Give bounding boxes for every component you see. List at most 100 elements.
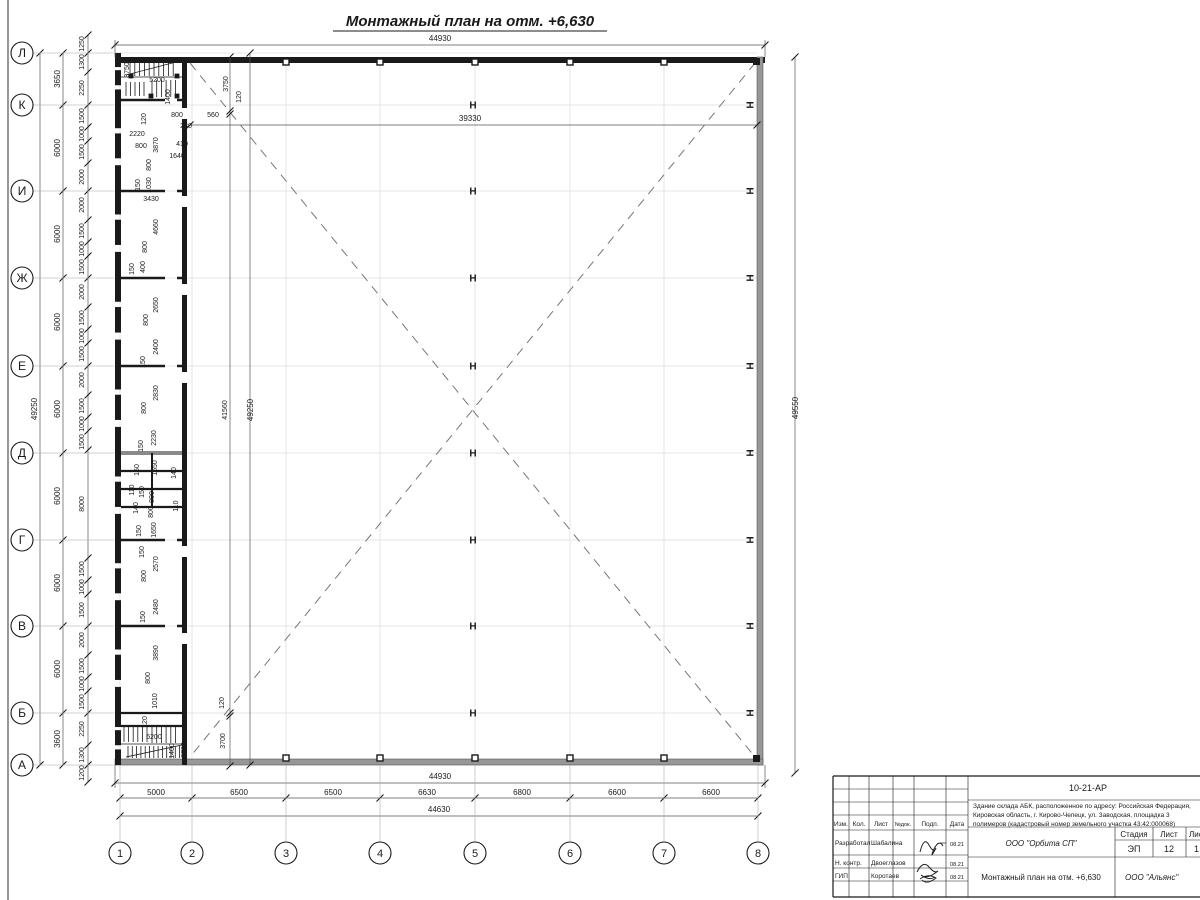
wall-column-square: [660, 754, 668, 762]
left-secondary-dim: 1500: [79, 694, 86, 710]
left-secondary-dim: 1000: [79, 241, 86, 257]
wall-panel: [115, 165, 121, 191]
project-description-line3: полимеров (кадастровый номер земельного …: [973, 820, 1175, 828]
dimension-lines: [39, 35, 796, 817]
sheet-title: Монтажный план на отм. +6,630: [981, 873, 1101, 882]
wall-panel: [115, 307, 121, 333]
wall-column-square: [471, 754, 479, 762]
doc-number: 10-21-АР: [1069, 783, 1107, 793]
stairwells: [121, 60, 183, 758]
wall-column-square: [566, 754, 574, 762]
interior-dim: 400: [140, 261, 147, 273]
wall-panel: [115, 686, 121, 713]
grid-row-label: Д: [18, 446, 26, 460]
interior-dim: 3750: [124, 62, 131, 78]
wall-panel: [115, 89, 121, 105]
stair-break-line: [125, 744, 183, 758]
wall-column-square: [376, 58, 384, 66]
interior-dim: 800: [142, 241, 149, 253]
dim-tick: [84, 778, 92, 786]
org-name: ООО "Орбита СП": [1005, 839, 1077, 848]
interior-dim: 800: [149, 491, 156, 503]
right-wall: [756, 56, 764, 766]
dim-tick: [84, 123, 92, 131]
sheet-header: Лист: [1160, 830, 1178, 839]
left-secondary-dim: 1300: [79, 747, 86, 763]
wall-panel: [115, 105, 121, 129]
wall-panel: [115, 568, 121, 594]
interior-dim: 1010: [152, 693, 159, 709]
wall-panel: [115, 749, 121, 765]
stair-column: [174, 73, 180, 79]
wall-panel: [115, 339, 121, 366]
left-secondary-dim: 1500: [79, 346, 86, 362]
interior-dim: 3890: [153, 645, 160, 661]
bottom-chain-dim: 6800: [513, 788, 531, 797]
grid-bubble-col: [274, 841, 298, 865]
header-data: Дата: [950, 821, 965, 828]
door-opening: [181, 633, 188, 644]
left-major-dim: 6000: [53, 139, 62, 157]
dim-tick: [84, 238, 92, 246]
interior-dim: 800: [141, 402, 148, 414]
left-major-dim: 6000: [53, 487, 62, 505]
hall-chain-dim: 120: [219, 697, 226, 709]
column-mark-interior: H: [469, 187, 476, 198]
dim-tick: [84, 590, 92, 598]
brace-line-2: [189, 62, 756, 758]
dim-tick: [84, 413, 92, 421]
wall-panel: [115, 251, 121, 278]
left-secondary-dim: 2250: [79, 80, 86, 96]
wall-panel: [115, 219, 121, 245]
grid-col-label: 6: [567, 848, 573, 860]
stair-break-line: [125, 60, 181, 76]
dim-tick: [226, 712, 234, 720]
interior-dim: 150: [134, 464, 141, 476]
dim-tick: [84, 427, 92, 435]
left-secondary-dim: 1500: [79, 144, 86, 160]
header-kol: Кол.: [853, 821, 866, 828]
door-opening: [181, 546, 188, 557]
left-secondary-dim: 1000: [79, 579, 86, 595]
left-secondary-dim: 1500: [79, 259, 86, 275]
interior-dim: 150: [129, 263, 136, 275]
left-secondary-dim: 1500: [79, 434, 86, 450]
grid-row-label: Б: [18, 706, 26, 720]
left-major-dim: 6000: [53, 660, 62, 678]
left-secondary-dim: 1500: [79, 108, 86, 124]
bottom-overall-dim: 44930: [429, 772, 452, 781]
corner-column-square: [753, 58, 760, 65]
interior-dim: 150: [135, 179, 142, 191]
left-secondary-dim: 2000: [79, 169, 86, 185]
wall-panel: [115, 654, 121, 680]
interior-dim: 1640: [169, 153, 185, 160]
wall-panel: [115, 453, 121, 477]
dim-tick: [84, 741, 92, 749]
interior-dim: 800: [135, 143, 147, 150]
interior-dim: 5200: [149, 77, 165, 84]
left-secondary-dim: 1000: [79, 676, 86, 692]
dim-tick: [246, 49, 254, 57]
dim-tick: [84, 673, 92, 681]
dim-tick: [84, 325, 92, 333]
interior-dim: 150: [139, 486, 146, 498]
sign-name-3: Коротаев: [871, 873, 900, 880]
interior-dim: 2230: [151, 430, 158, 446]
signature-rows: Разработал Шабалина 08.21 Н. контр. Двое…: [835, 839, 964, 883]
sign-role-1: Разработал: [835, 839, 871, 847]
project-description-line1: Здание склада АБК, расположенное по адре…: [973, 802, 1191, 810]
grid-bubble-col: [558, 841, 582, 865]
title-block-frame: [832, 775, 1200, 898]
dim-tick: [226, 53, 234, 61]
dim-tick: [246, 761, 254, 769]
dimension-ticks: [36, 31, 799, 820]
wall-panel: [115, 278, 121, 302]
interior-dim: 800: [141, 570, 148, 582]
dim-tick: [753, 121, 761, 129]
door-opening: [181, 284, 188, 295]
dim-tick: [791, 53, 799, 61]
grid-row-label: В: [18, 619, 26, 633]
sign-name-1: Шабалина: [871, 839, 903, 847]
header-izm: Изм.: [834, 821, 848, 828]
